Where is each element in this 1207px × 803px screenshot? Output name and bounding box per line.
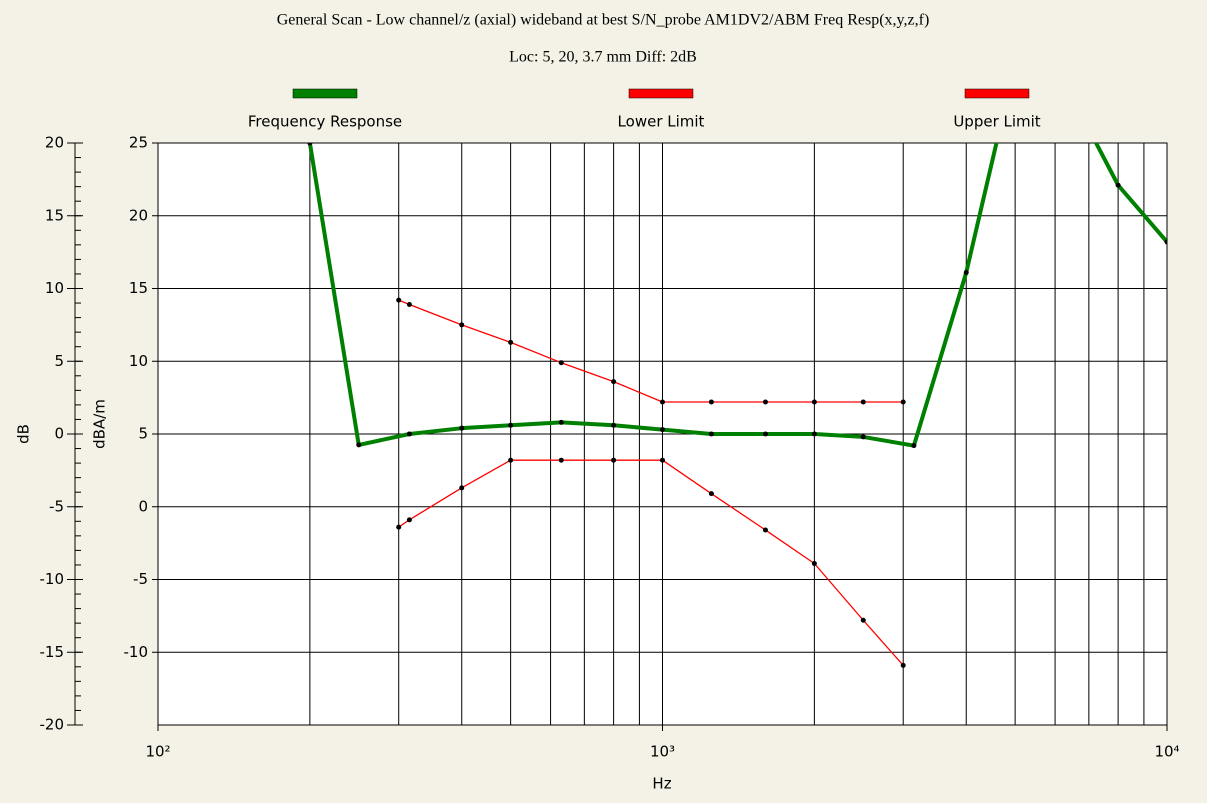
data-point (611, 457, 617, 463)
y-tick-label: 0 (138, 497, 148, 515)
data-point (611, 422, 617, 428)
data-point (459, 485, 465, 491)
data-point (660, 457, 665, 463)
y-axis-label: dBA/m (91, 399, 109, 449)
y-tick-label: -10 (124, 643, 149, 661)
data-point (860, 399, 866, 405)
data-point (558, 360, 564, 366)
data-point (900, 399, 906, 405)
data-point (762, 431, 768, 437)
data-point (1164, 239, 1167, 245)
series-line (398, 459, 904, 666)
data-point (811, 399, 817, 405)
y-tick-label: 10 (129, 352, 148, 370)
x-axis-label: Hz (652, 775, 671, 793)
data-point (860, 434, 866, 440)
legend-label: Upper Limit (953, 113, 1040, 131)
data-point (406, 517, 412, 523)
data-point (762, 399, 768, 405)
y2-tick-label: 5 (54, 352, 64, 370)
y-tick-label: 20 (129, 206, 148, 224)
data-point (1063, 82, 1068, 87)
data-point (762, 527, 768, 533)
data-point (660, 427, 665, 433)
data-point (811, 560, 817, 566)
data-point (1115, 182, 1121, 188)
data-point (459, 425, 465, 431)
series-line (307, 143, 1167, 448)
y-tick-label: 15 (129, 279, 148, 297)
data-point (811, 431, 817, 437)
data-point (508, 422, 514, 428)
data-point (396, 524, 402, 530)
data-point (611, 379, 617, 385)
data-point (508, 457, 514, 463)
series-group (307, 60, 1167, 668)
x-tick-label: 10³ (650, 743, 675, 761)
legend-label: Frequency Response (248, 113, 402, 131)
x-tick-label: 10² (145, 743, 170, 761)
y2-axis-label: dB (15, 424, 33, 444)
data-point (396, 297, 402, 303)
data-point (459, 322, 465, 328)
data-point (708, 491, 714, 497)
legend-swatch (292, 88, 358, 99)
y2-tick-label: -10 (40, 570, 65, 588)
data-point (911, 443, 917, 449)
y-tick-label: 25 (129, 134, 148, 152)
chart-subtitle: Loc: 5, 20, 3.7 mm Diff: 2dB (509, 49, 697, 66)
series-line (398, 299, 904, 403)
y2-tick-label: -15 (40, 643, 65, 661)
data-point (963, 269, 969, 275)
data-point (860, 617, 866, 623)
y2-tick-label: 15 (45, 206, 64, 224)
data-point (558, 457, 564, 463)
data-point (406, 302, 412, 308)
y2-tick-label: -5 (49, 497, 64, 515)
y2-tick-label: 0 (54, 425, 64, 443)
x-tick-label: 10⁴ (1154, 743, 1179, 761)
y-tick-label: 5 (138, 425, 148, 443)
y2-tick-label: -20 (40, 716, 65, 734)
y2-tick-label: 20 (45, 134, 64, 152)
data-point (1013, 60, 1018, 65)
y2-tick-label: 10 (45, 279, 64, 297)
data-point (708, 399, 714, 405)
y-tick-label: -5 (133, 570, 148, 588)
data-point (660, 399, 665, 405)
data-point (508, 339, 514, 345)
chart-title: General Scan - Low channel/z (axial) wid… (277, 12, 930, 29)
legend-label: Lower Limit (618, 113, 705, 131)
data-point (356, 442, 362, 448)
legend-swatch (964, 88, 1030, 99)
data-point (406, 431, 412, 437)
data-point (708, 431, 714, 437)
data-point (900, 662, 906, 668)
data-point (307, 143, 313, 146)
data-point (558, 419, 564, 425)
legend-swatch (628, 88, 694, 99)
